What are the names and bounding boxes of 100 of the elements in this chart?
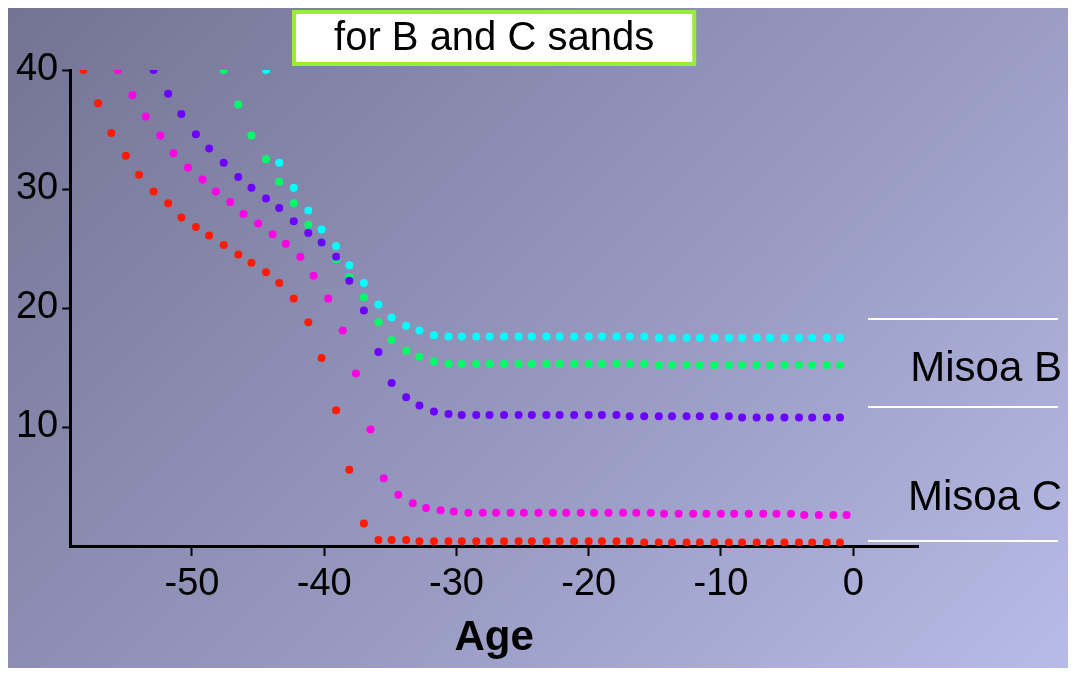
point xyxy=(219,240,228,249)
point xyxy=(485,411,494,420)
point xyxy=(506,508,515,517)
point xyxy=(842,511,851,520)
point xyxy=(135,170,144,179)
point xyxy=(612,537,621,546)
point xyxy=(682,412,691,421)
point xyxy=(492,508,501,517)
point xyxy=(584,332,593,341)
point xyxy=(724,538,733,546)
point xyxy=(296,252,305,261)
point xyxy=(415,401,424,410)
point xyxy=(808,333,817,342)
y-tick-label: 40 xyxy=(15,46,59,89)
point xyxy=(765,413,774,422)
point xyxy=(239,209,248,218)
point xyxy=(374,300,383,309)
point xyxy=(695,412,704,421)
point xyxy=(570,332,579,341)
point xyxy=(555,537,564,546)
point xyxy=(408,499,417,508)
point xyxy=(640,332,649,341)
point xyxy=(379,474,388,483)
point xyxy=(527,411,536,420)
point xyxy=(268,230,277,239)
point xyxy=(597,411,606,420)
point xyxy=(387,336,396,345)
point xyxy=(345,465,354,474)
point xyxy=(584,411,593,420)
point xyxy=(205,231,214,240)
point xyxy=(345,261,354,270)
point xyxy=(289,199,298,208)
point xyxy=(808,538,817,546)
point xyxy=(695,333,704,342)
point xyxy=(332,406,341,415)
point xyxy=(94,99,103,108)
point xyxy=(519,508,528,517)
point xyxy=(619,508,628,517)
point xyxy=(625,332,634,341)
x-tick-label: -40 xyxy=(296,561,352,604)
point xyxy=(402,321,411,330)
point xyxy=(436,506,445,515)
point xyxy=(738,538,747,546)
point xyxy=(374,318,383,327)
point xyxy=(472,359,481,368)
point xyxy=(262,155,270,164)
point xyxy=(464,508,473,517)
point xyxy=(198,175,207,184)
point xyxy=(275,279,284,288)
annotation: Misoa B xyxy=(910,343,1062,391)
point xyxy=(724,361,733,370)
point xyxy=(625,359,634,368)
point xyxy=(444,332,453,341)
x-tick-label: -10 xyxy=(693,561,749,604)
point xyxy=(835,413,844,422)
point xyxy=(254,219,263,228)
point xyxy=(177,213,186,222)
point xyxy=(780,333,789,342)
point xyxy=(304,206,313,215)
point xyxy=(542,411,551,420)
point xyxy=(485,537,494,546)
annotation: Misoa C xyxy=(907,471,1062,519)
point xyxy=(570,359,579,368)
point xyxy=(444,409,453,418)
point xyxy=(141,112,150,121)
point xyxy=(457,411,466,420)
point xyxy=(332,242,341,251)
point xyxy=(472,411,481,420)
point xyxy=(668,412,677,421)
point xyxy=(527,332,536,341)
point xyxy=(234,173,243,182)
point xyxy=(772,509,781,518)
point xyxy=(640,412,649,421)
x-axis-title: Age xyxy=(454,612,534,660)
point xyxy=(780,361,789,370)
point xyxy=(814,511,823,520)
point xyxy=(514,537,523,546)
point xyxy=(415,537,424,546)
point xyxy=(275,204,284,213)
point xyxy=(226,198,235,207)
point xyxy=(660,509,669,518)
point xyxy=(576,508,585,517)
point xyxy=(682,361,691,370)
point xyxy=(534,508,543,517)
point xyxy=(835,361,844,370)
point xyxy=(444,359,453,368)
point xyxy=(724,412,733,421)
point xyxy=(759,509,768,518)
point xyxy=(632,508,641,517)
point xyxy=(822,361,831,370)
point xyxy=(822,538,831,546)
point xyxy=(604,508,613,517)
point xyxy=(738,361,747,370)
point xyxy=(394,490,403,499)
point xyxy=(710,412,719,421)
point xyxy=(640,538,649,546)
point xyxy=(281,239,290,248)
point xyxy=(654,333,663,342)
point xyxy=(324,294,333,303)
point xyxy=(765,333,774,342)
